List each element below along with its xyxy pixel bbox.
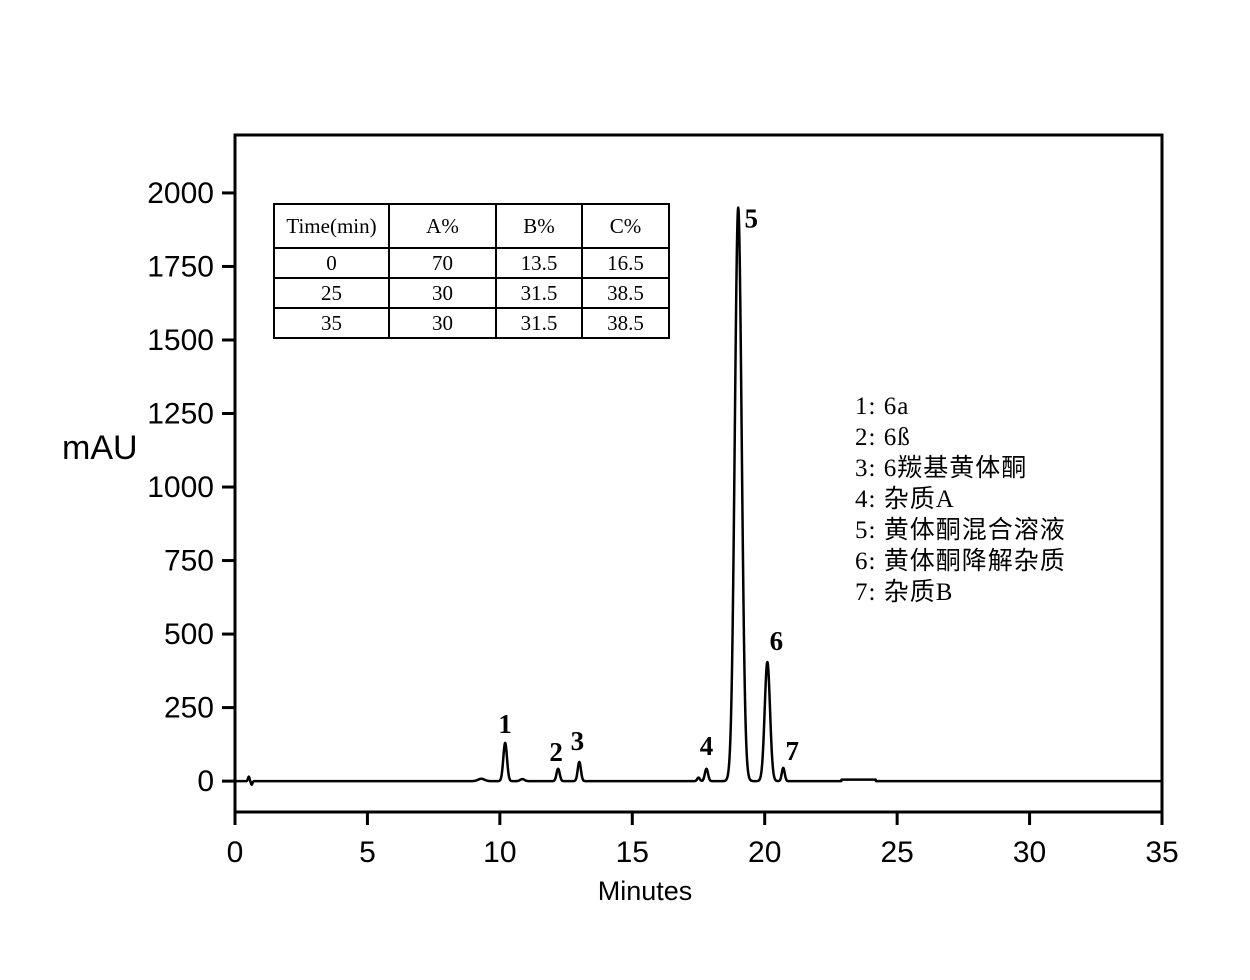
gradient-table-header-a: A% — [388, 203, 497, 249]
peak-label-2: 2 — [549, 737, 563, 767]
x-tick-label: 0 — [227, 836, 244, 869]
peak-label-6: 6 — [770, 626, 784, 656]
gradient-table-header-row: Time(min) A% B% C% — [273, 203, 670, 249]
table-row: 0 70 13.5 16.5 — [273, 247, 670, 279]
y-tick-label: 1500 — [147, 324, 214, 357]
legend-line-6: 6: 黄体酮降解杂质 — [855, 548, 1066, 575]
x-tick-label: 25 — [880, 836, 913, 869]
x-tick-label: 15 — [616, 836, 649, 869]
y-tick-label: 750 — [164, 545, 214, 578]
table-cell: 31.5 — [495, 277, 583, 309]
y-axis-title: mAU — [62, 429, 138, 467]
table-cell: 16.5 — [581, 247, 670, 279]
x-tick-label: 5 — [359, 836, 376, 869]
x-axis-title: Minutes — [597, 876, 693, 906]
chromatogram-trace — [233, 206, 1164, 786]
x-tick-label: 20 — [748, 836, 781, 869]
table-cell: 25 — [273, 277, 390, 309]
gradient-table-header-c: C% — [581, 203, 670, 249]
table-cell: 38.5 — [581, 307, 670, 339]
peak-label-1: 1 — [498, 709, 512, 739]
y-tick-label: 250 — [164, 692, 214, 725]
table-cell: 70 — [388, 247, 497, 279]
x-tick-label: 30 — [1013, 836, 1046, 869]
table-cell: 38.5 — [581, 277, 670, 309]
peak-label-3: 3 — [571, 726, 585, 756]
y-tick-label: 0 — [197, 765, 214, 798]
y-tick-label: 500 — [164, 618, 214, 651]
gradient-table: Time(min) A% B% C% 0 70 13.5 16.5 25 30 … — [273, 203, 670, 339]
peak-label-5: 5 — [744, 204, 758, 234]
legend-line-4: 4: 杂质A — [855, 486, 955, 513]
table-cell: 0 — [273, 247, 390, 279]
y-tick-label: 2000 — [147, 177, 214, 210]
y-tick-label: 1750 — [147, 250, 214, 283]
peak-label-4: 4 — [700, 731, 714, 761]
x-tick-label: 35 — [1145, 836, 1178, 869]
plot-frame — [233, 133, 1164, 814]
legend-line-3: 3: 6羰基黄体酮 — [855, 455, 1028, 482]
y-tick-label: 1000 — [147, 471, 214, 504]
gradient-table-header-b: B% — [495, 203, 583, 249]
legend-line-2: 2: 6ß — [855, 424, 911, 451]
peak-identity-legend: 1: 6a 2: 6ß 3: 6羰基黄体酮 4: 杂质A 5: 黄体酮混合溶液 … — [855, 391, 1066, 608]
peak-label-7: 7 — [786, 736, 800, 766]
table-row: 25 30 31.5 38.5 — [273, 277, 670, 309]
x-tick-label: 10 — [483, 836, 516, 869]
legend-line-5: 5: 黄体酮混合溶液 — [855, 517, 1066, 544]
table-cell: 35 — [273, 307, 390, 339]
table-cell: 13.5 — [495, 247, 583, 279]
legend-line-1: 1: 6a — [855, 393, 910, 420]
table-cell: 31.5 — [495, 307, 583, 339]
table-cell: 30 — [388, 307, 497, 339]
y-tick-label: 1250 — [147, 398, 214, 431]
table-cell: 30 — [388, 277, 497, 309]
legend-line-7: 7: 杂质B — [855, 579, 954, 606]
gradient-table-header-time: Time(min) — [273, 203, 390, 249]
table-row: 35 30 31.5 38.5 — [273, 307, 670, 339]
